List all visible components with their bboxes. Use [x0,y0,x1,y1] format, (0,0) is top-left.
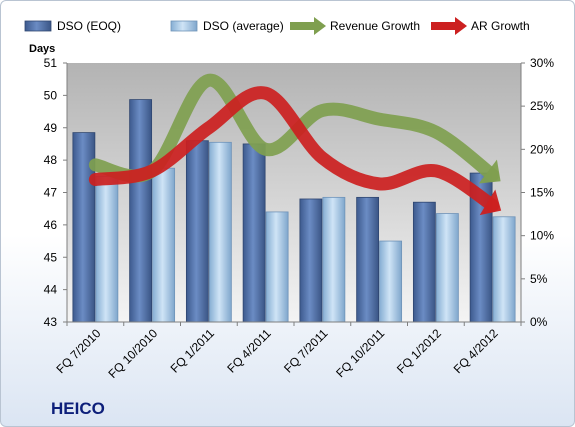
bar-dso-average [208,141,232,323]
legend-arrowhead [314,17,326,35]
x-tick-label: FQ 10/2011 [333,326,387,380]
bar-dso-eoq [242,143,266,323]
arrowhead-ar-growth [479,189,502,216]
arrowhead-revenue-growth [478,159,501,184]
y-tick-label: 47 [44,186,58,200]
bar-dso-eoq [185,140,209,323]
y2-tick-label: 20% [530,142,554,156]
line-ar-growth [88,86,500,212]
legend-label: DSO (average) [203,19,284,33]
y-tick-label: 45 [44,250,58,264]
legend-arrowhead [455,17,467,35]
x-tick-label: FQ 7/2011 [281,326,331,376]
y-tick-label: 48 [44,153,58,167]
bar-dso-average [435,213,459,323]
legend-swatch [170,20,198,32]
y2-tick-label: 25% [530,99,554,113]
legend-label: Revenue Growth [330,19,420,33]
x-tick-label: FQ 1/2011 [168,326,218,376]
bar-dso-eoq [129,99,153,323]
y2-tick-label: 30% [530,56,554,70]
y2-tick-label: 0% [530,315,548,329]
legend-label: DSO (EOQ) [57,19,121,33]
bar-dso-eoq [412,201,436,323]
x-tick-label: FQ 10/2010 [106,326,161,381]
y2-tick-label: 15% [530,186,554,200]
bar-dso-average [322,196,346,323]
y-tick-label: 44 [44,283,58,297]
y-tick-label: 43 [44,315,58,329]
bar-dso-average [265,211,289,323]
bar-dso-average [379,240,403,323]
y-tick-label: 46 [44,218,58,232]
bar-dso-average [152,167,176,323]
y2-tick-label: 5% [530,272,548,286]
y-tick-label: 49 [44,121,58,135]
x-tick-label: FQ 4/2011 [224,326,274,376]
company-name: HEICO [51,399,105,418]
bar-dso-eoq [299,198,323,323]
legend-swatch [24,20,52,32]
x-tick-label: FQ 7/2010 [54,326,104,376]
y2-tick-label: 10% [530,229,554,243]
x-tick-label: FQ 4/2012 [451,326,501,376]
legend: DSO (EOQ) DSO (average) Revenue Growth AR G… [24,17,530,35]
bar-dso-average [95,175,119,323]
x-tick-label: FQ 1/2012 [394,326,444,376]
legend-label: AR Growth [471,19,530,33]
y-tick-label: 50 [44,88,58,102]
y-axis-label: Days [29,43,55,55]
bar-dso-eoq [356,196,380,323]
bar-dso-average [492,216,516,323]
y-tick-label: 51 [44,56,58,70]
